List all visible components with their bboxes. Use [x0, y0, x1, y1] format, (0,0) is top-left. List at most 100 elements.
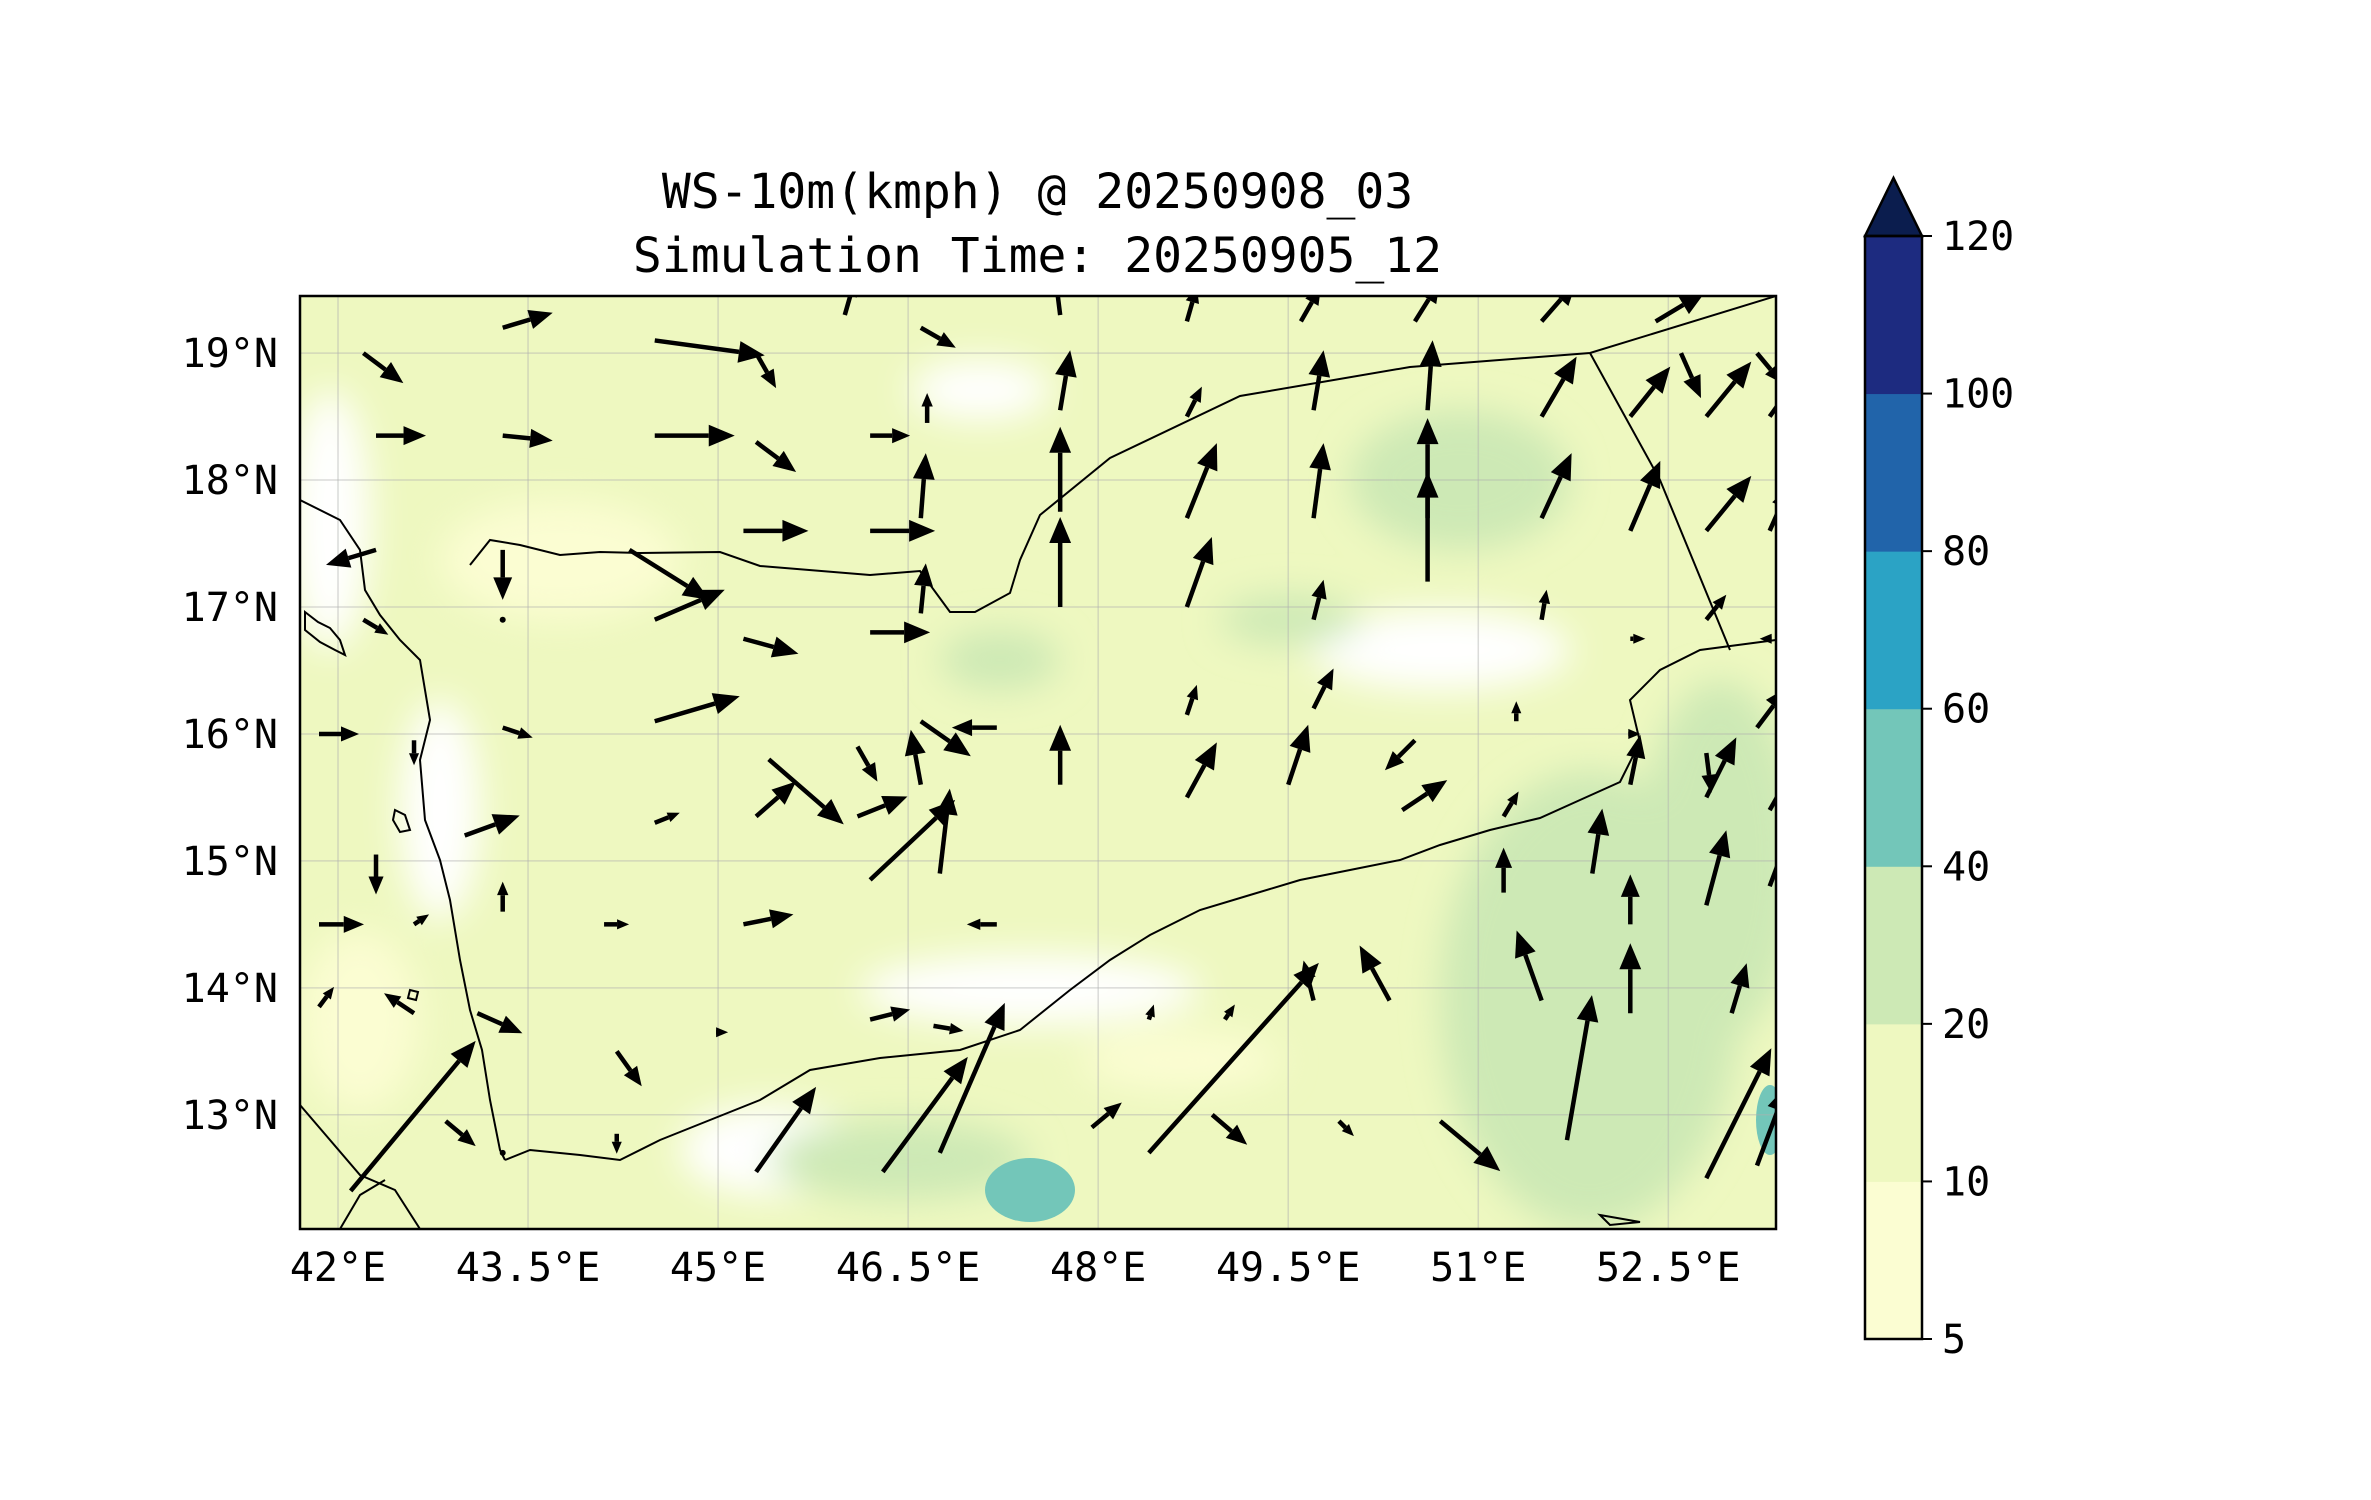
wind-vector	[1223, 1004, 1235, 1021]
colorbar-segment	[1865, 551, 1922, 710]
wind-vector	[376, 426, 427, 446]
wind-vector	[904, 729, 926, 786]
wind-vector	[317, 986, 335, 1009]
lat-tick-label: 18°N	[182, 458, 278, 504]
map-frame	[298, 294, 1778, 1231]
field-strong-patch	[770, 1120, 1030, 1200]
wind-vector	[1401, 780, 1448, 812]
lat-tick-label: 14°N	[182, 966, 278, 1012]
colorbar-frame	[1863, 234, 1924, 1341]
wind-vector	[384, 993, 416, 1016]
longitude-tick-labels: 42°E 43.5°E 45°E 46.5°E 48°E 49.5°E 51°E 52.5°E	[290, 1245, 1741, 1291]
wind-vector	[742, 636, 799, 658]
lon-tick-label: 48°E	[1050, 1245, 1146, 1291]
wind-vector	[1049, 517, 1072, 607]
wind-vector	[1501, 791, 1519, 818]
wind-vector-layer	[317, 296, 1776, 1193]
wind-vector	[754, 781, 797, 819]
wind-vector	[1755, 351, 1776, 381]
wind-vector	[855, 745, 878, 782]
wind-vector	[937, 1002, 1005, 1154]
lon-tick-label: 42°E	[290, 1245, 386, 1291]
wind-vector	[1678, 352, 1701, 399]
latitude-tick-labels: 13°N 14°N 15°N 16°N 17°N 18°N 19°N	[182, 331, 278, 1139]
island-outline	[406, 988, 420, 1002]
wind-vector	[933, 1022, 964, 1035]
wind-vector	[1654, 296, 1703, 324]
colorbar-segment	[1865, 236, 1922, 395]
lon-tick-label: 51°E	[1430, 1245, 1526, 1291]
wind-vector	[856, 795, 908, 819]
colorbar-segment	[1865, 708, 1922, 867]
lon-tick-label: 43.5°E	[456, 1245, 601, 1291]
wind-vector	[1049, 426, 1072, 512]
wind-vector	[1564, 995, 1599, 1141]
wind-vector	[1308, 350, 1331, 411]
wind-vector	[754, 440, 797, 472]
wind-vector	[653, 589, 725, 622]
wind-vector	[1587, 808, 1610, 874]
wind-vector	[1184, 684, 1199, 716]
field-calm-patch	[400, 700, 480, 920]
wind-vector	[654, 693, 740, 724]
field-strong-patch	[1640, 680, 1776, 1040]
wind-vector	[914, 563, 934, 614]
wind-vector	[1619, 943, 1642, 1014]
wind-vector	[476, 1011, 523, 1034]
wind-vector	[1704, 1048, 1772, 1180]
colorbar-extend-arrow	[1862, 175, 1925, 238]
wind-vector	[1539, 356, 1577, 418]
field-calm-patch	[300, 390, 370, 650]
wind-vector	[368, 854, 384, 895]
wind-vector	[1309, 443, 1331, 519]
island-outline	[1597, 1213, 1641, 1227]
wind-vector	[1359, 945, 1392, 1002]
wind-vector	[1767, 862, 1776, 888]
red-sea-coast	[300, 499, 506, 1161]
wind-vector	[1311, 668, 1334, 710]
wind-vector	[463, 814, 520, 838]
wind-vector	[497, 881, 509, 912]
colorbar-label: 100	[1942, 372, 2014, 418]
wind-vector	[1628, 366, 1671, 418]
wind-vector	[1539, 453, 1572, 520]
field-strong-patch	[1220, 595, 1360, 645]
wind-vector	[348, 1040, 476, 1193]
wind-vector	[1704, 475, 1752, 533]
wind-vector	[1729, 963, 1750, 1014]
wind-vector	[1630, 633, 1646, 644]
field-calm-patch	[1310, 610, 1570, 690]
wind-vector	[1438, 1119, 1501, 1172]
wind-vector	[1090, 1102, 1122, 1130]
field-gale-patch	[985, 1158, 1075, 1222]
wind-vector	[754, 1086, 817, 1174]
wind-vector	[493, 549, 513, 600]
wind-vector	[1184, 296, 1199, 323]
wind-vector	[1298, 296, 1320, 323]
wind-vector	[614, 1049, 642, 1087]
wind-vector	[1145, 1004, 1155, 1021]
wind-vector	[1620, 874, 1640, 925]
african-coast-2	[339, 1179, 386, 1229]
wind-vector	[1511, 701, 1522, 722]
wind-vector	[870, 428, 911, 444]
wind-vector	[880, 1056, 968, 1174]
wind-vector	[1704, 830, 1731, 906]
wind-vector	[935, 788, 958, 874]
wind-vector	[654, 338, 765, 363]
lat-tick-label: 19°N	[182, 331, 278, 377]
wind-vector	[326, 547, 377, 568]
wind-vector	[362, 617, 389, 635]
yemen-saudi-border	[469, 296, 1776, 613]
colorbar-segment	[1865, 1181, 1922, 1340]
wind-vector	[754, 352, 777, 389]
wind-vector	[1055, 350, 1077, 411]
colorbar-label: 40	[1942, 844, 1990, 890]
wind-vector	[1416, 471, 1439, 582]
wind-vector	[1210, 1113, 1248, 1145]
wind-vector	[1704, 361, 1752, 419]
wind-vector	[1626, 734, 1646, 786]
field-strong-patch	[1350, 410, 1570, 550]
wind-vector	[1337, 1119, 1354, 1137]
